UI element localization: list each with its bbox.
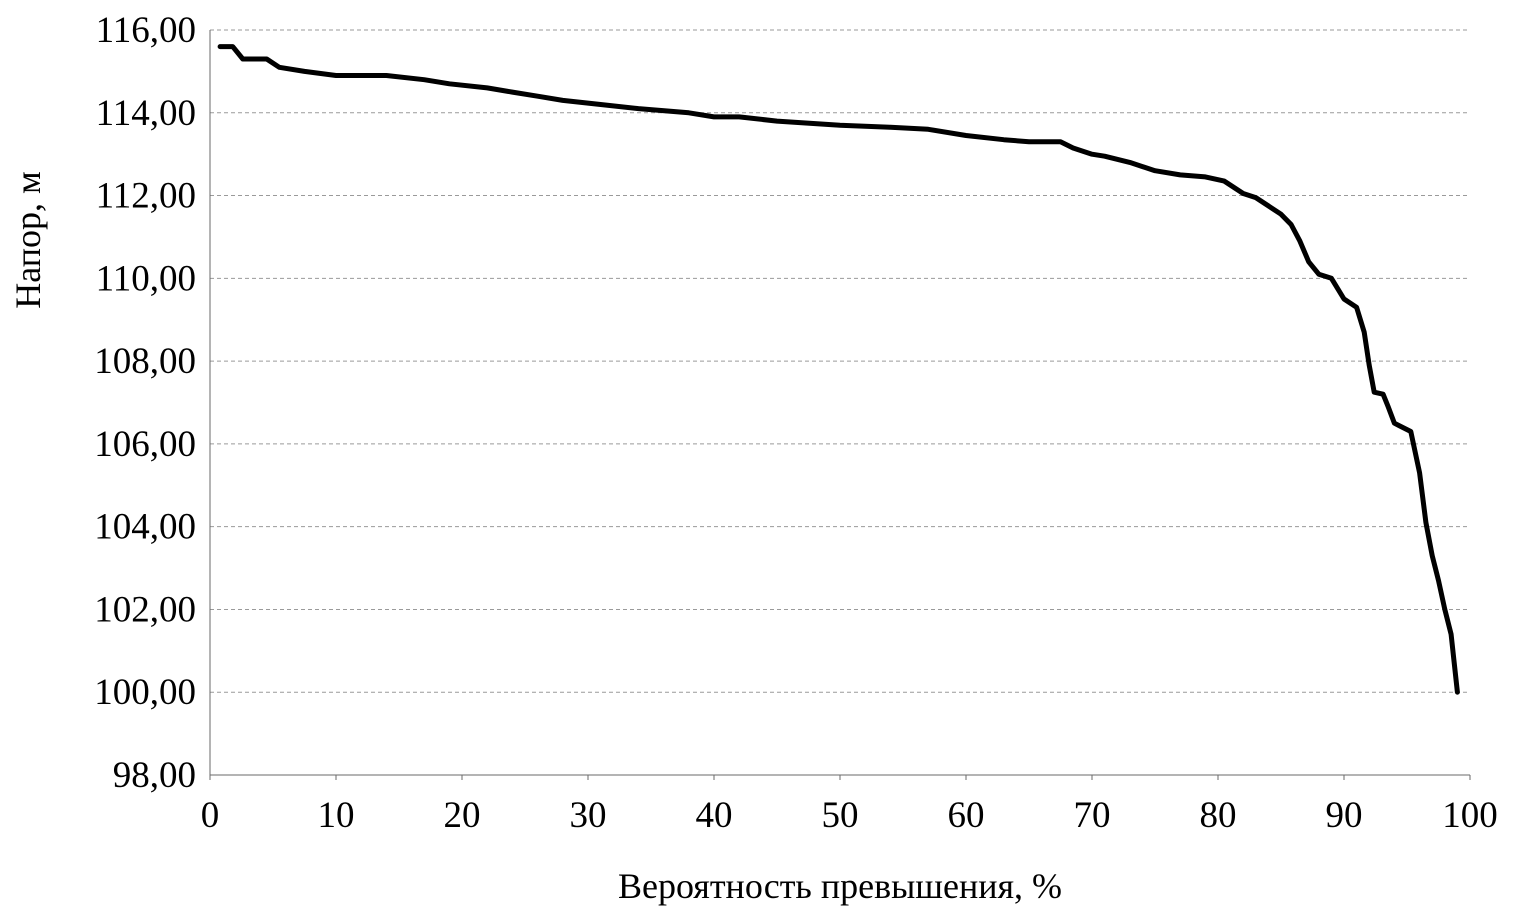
y-axis-title: Напор, м bbox=[8, 171, 48, 309]
x-tick-label: 70 bbox=[1074, 795, 1111, 836]
y-tick-label: 108,00 bbox=[94, 341, 196, 382]
x-tick-label: 60 bbox=[948, 795, 985, 836]
x-tick-labels: 0 10 20 30 40 50 60 70 80 90 100 bbox=[201, 795, 1498, 836]
y-tick-label: 100,00 bbox=[94, 672, 196, 713]
y-tick-label: 104,00 bbox=[94, 507, 196, 548]
x-tick-label: 10 bbox=[318, 795, 355, 836]
x-tick-label: 20 bbox=[444, 795, 481, 836]
y-tick-label: 102,00 bbox=[94, 589, 196, 630]
x-tick-label: 30 bbox=[570, 795, 607, 836]
y-tick-label: 110,00 bbox=[96, 258, 196, 299]
x-axis-title: Вероятность превышения, % bbox=[618, 866, 1062, 906]
x-tick-label: 50 bbox=[822, 795, 859, 836]
axes bbox=[209, 30, 1471, 780]
x-tick-label: 90 bbox=[1326, 795, 1363, 836]
x-tick-label: 100 bbox=[1442, 795, 1498, 836]
y-tick-label: 114,00 bbox=[96, 93, 196, 134]
y-tick-label: 116,00 bbox=[96, 10, 196, 51]
grid-lines bbox=[210, 29, 1470, 693]
x-tick-label: 40 bbox=[696, 795, 733, 836]
x-tick-label: 0 bbox=[201, 795, 220, 836]
y-tick-label: 112,00 bbox=[96, 176, 196, 217]
y-tick-labels: 98,00 100,00 102,00 104,00 106,00 108,00 110,0… bbox=[94, 10, 196, 796]
y-tick-label: 98,00 bbox=[113, 755, 196, 796]
y-tick-label: 106,00 bbox=[94, 424, 196, 465]
x-tick-label: 80 bbox=[1200, 795, 1237, 836]
series-line bbox=[217, 44, 1460, 695]
